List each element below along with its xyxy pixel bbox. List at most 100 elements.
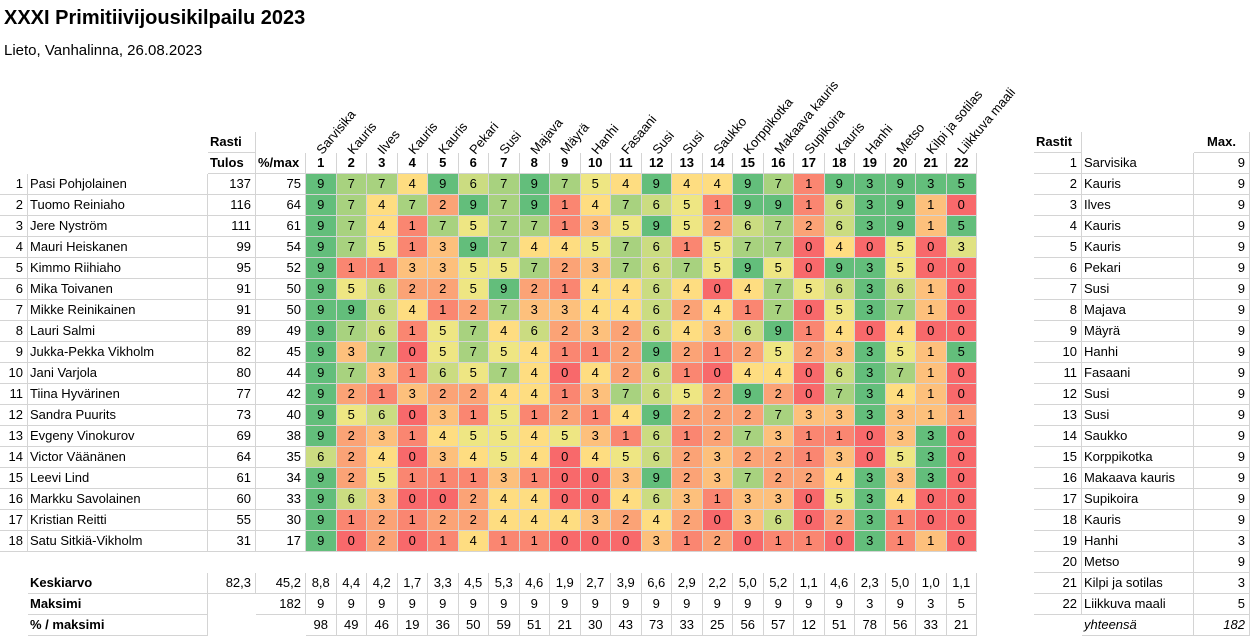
score-cell[interactable]: 3 xyxy=(855,216,886,237)
score-cell[interactable]: 3 xyxy=(580,384,611,405)
score-cell[interactable]: 7 xyxy=(489,174,520,195)
score-cell[interactable]: 3 xyxy=(702,321,733,342)
score-cell[interactable]: 3 xyxy=(733,489,764,510)
score-cell[interactable]: 9 xyxy=(306,237,337,258)
score-cell[interactable]: 4 xyxy=(519,363,550,384)
score-cell[interactable]: 9 xyxy=(733,174,764,195)
summary-pct-cell[interactable]: 21 xyxy=(946,615,977,636)
station-number[interactable]: 3 xyxy=(367,153,398,174)
score-cell[interactable]: 5 xyxy=(458,216,489,237)
score-cell[interactable]: 1 xyxy=(519,468,550,489)
score-cell[interactable]: 4 xyxy=(550,237,581,258)
summary-max-cell[interactable]: 9 xyxy=(794,594,825,615)
score-cell[interactable]: 9 xyxy=(306,300,337,321)
score-cell[interactable]: 4 xyxy=(367,216,398,237)
score-cell[interactable]: 2 xyxy=(763,468,794,489)
score-cell[interactable]: 9 xyxy=(763,195,794,216)
score-cell[interactable]: 9 xyxy=(885,216,916,237)
station-number[interactable]: 4 xyxy=(397,153,428,174)
score-cell[interactable]: 0 xyxy=(794,510,825,531)
score-cell[interactable]: 2 xyxy=(550,405,581,426)
score-cell[interactable]: 9 xyxy=(641,468,672,489)
legend-station-max[interactable]: 9 xyxy=(1194,153,1250,174)
summary-pct-cell[interactable]: 43 xyxy=(611,615,642,636)
row-total-score[interactable]: 89 xyxy=(208,321,256,342)
score-cell[interactable]: 7 xyxy=(763,174,794,195)
summary-average-cell[interactable]: 4,2 xyxy=(367,573,398,594)
score-cell[interactable]: 1 xyxy=(428,468,459,489)
score-cell[interactable]: 7 xyxy=(733,468,764,489)
row-total-score[interactable]: 77 xyxy=(208,384,256,405)
score-cell[interactable]: 5 xyxy=(611,447,642,468)
score-cell[interactable]: 5 xyxy=(458,363,489,384)
score-cell[interactable]: 5 xyxy=(885,237,916,258)
score-cell[interactable]: 2 xyxy=(702,531,733,552)
score-cell[interactable]: 1 xyxy=(672,237,703,258)
score-cell[interactable]: 1 xyxy=(397,468,428,489)
row-rank[interactable]: 3 xyxy=(0,216,28,237)
score-cell[interactable]: 3 xyxy=(367,363,398,384)
score-cell[interactable]: 5 xyxy=(428,321,459,342)
summary-average-cell[interactable]: 1,1 xyxy=(946,573,977,594)
score-cell[interactable]: 3 xyxy=(367,489,398,510)
legend-station-number[interactable]: 16 xyxy=(1034,468,1082,489)
station-number[interactable]: 2 xyxy=(336,153,367,174)
legend-station-max[interactable]: 9 xyxy=(1194,342,1250,363)
score-cell[interactable]: 2 xyxy=(611,342,642,363)
station-number[interactable]: 8 xyxy=(519,153,550,174)
score-cell[interactable]: 1 xyxy=(397,321,428,342)
score-cell[interactable]: 9 xyxy=(306,363,337,384)
competitor-name[interactable]: Mikke Reinikainen xyxy=(28,300,208,321)
score-cell[interactable]: 7 xyxy=(763,405,794,426)
legend-station-max[interactable]: 9 xyxy=(1194,279,1250,300)
score-cell[interactable]: 6 xyxy=(641,258,672,279)
score-cell[interactable]: 1 xyxy=(916,195,947,216)
score-cell[interactable]: 1 xyxy=(336,258,367,279)
score-cell[interactable]: 7 xyxy=(733,237,764,258)
score-cell[interactable]: 4 xyxy=(489,321,520,342)
score-cell[interactable]: 6 xyxy=(824,216,855,237)
station-number[interactable]: 16 xyxy=(763,153,794,174)
score-cell[interactable]: 1 xyxy=(550,384,581,405)
score-cell[interactable]: 0 xyxy=(550,363,581,384)
score-cell[interactable]: 1 xyxy=(916,300,947,321)
summary-average-cell[interactable]: 8,8 xyxy=(306,573,337,594)
legend-station-max[interactable]: 9 xyxy=(1194,195,1250,216)
score-cell[interactable]: 7 xyxy=(336,216,367,237)
score-cell[interactable]: 4 xyxy=(672,279,703,300)
score-cell[interactable]: 2 xyxy=(367,531,398,552)
score-cell[interactable]: 2 xyxy=(367,510,398,531)
row-total-score[interactable]: 91 xyxy=(208,300,256,321)
score-cell[interactable]: 5 xyxy=(550,426,581,447)
score-cell[interactable]: 1 xyxy=(397,237,428,258)
score-cell[interactable]: 5 xyxy=(885,258,916,279)
score-cell[interactable]: 7 xyxy=(489,300,520,321)
score-cell[interactable]: 0 xyxy=(611,531,642,552)
legend-station-max[interactable]: 9 xyxy=(1194,237,1250,258)
summary-average-cell[interactable]: 2,9 xyxy=(672,573,703,594)
score-cell[interactable]: 3 xyxy=(855,363,886,384)
score-cell[interactable]: 0 xyxy=(946,468,977,489)
summary-max-cell[interactable]: 9 xyxy=(489,594,520,615)
score-cell[interactable]: 7 xyxy=(367,174,398,195)
score-cell[interactable]: 5 xyxy=(458,258,489,279)
score-cell[interactable]: 4 xyxy=(519,510,550,531)
legend-station-name[interactable]: Supikoira xyxy=(1082,489,1194,510)
legend-station-number[interactable]: 12 xyxy=(1034,384,1082,405)
score-cell[interactable]: 2 xyxy=(428,384,459,405)
score-cell[interactable]: 7 xyxy=(733,426,764,447)
score-cell[interactable]: 7 xyxy=(519,216,550,237)
competitor-name[interactable]: Leevi Lind xyxy=(28,468,208,489)
score-cell[interactable]: 1 xyxy=(824,426,855,447)
legend-station-number[interactable]: 19 xyxy=(1034,531,1082,552)
row-rank[interactable]: 17 xyxy=(0,510,28,531)
score-cell[interactable]: 3 xyxy=(946,237,977,258)
summary-max-cell[interactable]: 9 xyxy=(336,594,367,615)
legend-station-name[interactable]: Majava xyxy=(1082,300,1194,321)
score-cell[interactable]: 7 xyxy=(763,279,794,300)
legend-station-name[interactable]: Ilves xyxy=(1082,195,1194,216)
score-cell[interactable]: 5 xyxy=(336,279,367,300)
summary-average-cell[interactable]: 1,7 xyxy=(397,573,428,594)
legend-station-name[interactable]: Susi xyxy=(1082,384,1194,405)
competitor-name[interactable]: Tiina Hyvärinen xyxy=(28,384,208,405)
